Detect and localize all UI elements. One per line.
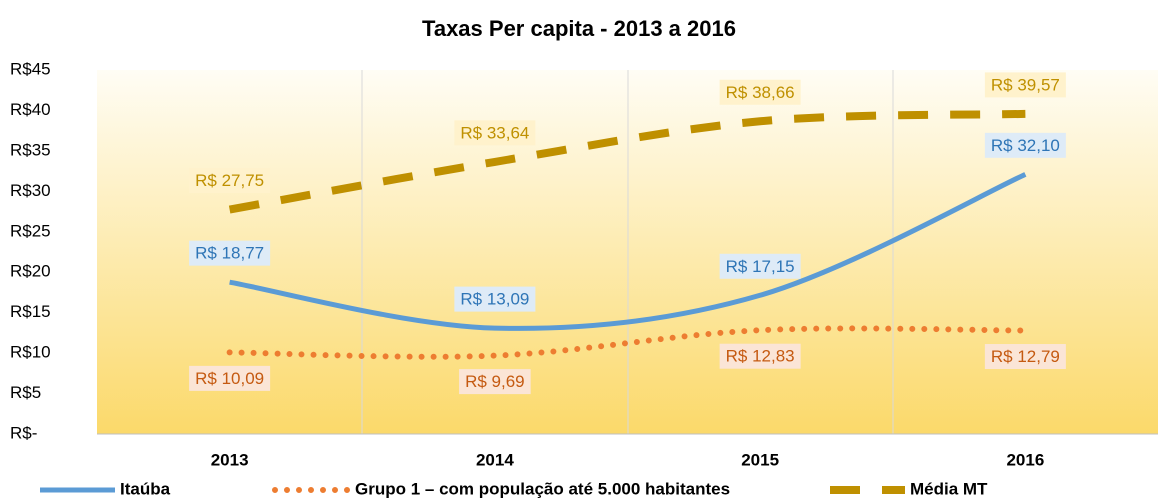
data-label-text: R$ 10,09 bbox=[195, 369, 264, 388]
data-label-bg bbox=[719, 343, 801, 369]
x-tick-label: 2015 bbox=[741, 450, 779, 469]
series-line bbox=[229, 172, 1027, 331]
data-label-text: R$ 32,10 bbox=[991, 136, 1060, 155]
data-label-text: R$ 27,75 bbox=[195, 171, 264, 190]
data-label-text: R$ 12,79 bbox=[991, 347, 1060, 366]
data-label: R$ 10,09 bbox=[189, 365, 271, 391]
data-label-bg bbox=[189, 168, 271, 194]
data-label-bg bbox=[984, 344, 1066, 370]
y-tick-label: R$30 bbox=[10, 181, 51, 200]
data-label: R$ 13,09 bbox=[454, 286, 536, 312]
x-tick-label: 2016 bbox=[1006, 450, 1044, 469]
x-tick-label: 2013 bbox=[211, 450, 249, 469]
data-label-bg bbox=[984, 132, 1066, 158]
data-label-text: R$ 13,09 bbox=[460, 290, 529, 309]
data-label: R$ 17,15 bbox=[719, 253, 801, 279]
chart-title: Taxas Per capita - 2013 a 2016 bbox=[422, 16, 736, 41]
y-tick-label: R$45 bbox=[10, 59, 51, 78]
legend-label: Itaúba bbox=[120, 479, 171, 498]
data-label-bg bbox=[719, 79, 801, 105]
data-label: R$ 38,66 bbox=[719, 79, 801, 105]
data-label: R$ 39,57 bbox=[984, 72, 1066, 98]
y-tick-label: R$20 bbox=[10, 262, 51, 281]
y-tick-label: R$15 bbox=[10, 302, 51, 321]
series-line bbox=[228, 109, 1026, 214]
data-label-text: R$ 38,66 bbox=[726, 83, 795, 102]
series-line bbox=[226, 325, 1029, 360]
data-label: R$ 12,83 bbox=[719, 343, 801, 369]
data-label-text: R$ 9,69 bbox=[465, 372, 525, 391]
data-label-text: R$ 18,77 bbox=[195, 244, 264, 263]
x-tick-label: 2014 bbox=[476, 450, 514, 469]
y-tick-label: R$5 bbox=[10, 383, 41, 402]
data-label-bg bbox=[984, 72, 1066, 98]
legend-label: Grupo 1 – com população até 5.000 habita… bbox=[355, 479, 730, 498]
data-label-bg bbox=[454, 286, 536, 312]
data-label-text: R$ 17,15 bbox=[726, 257, 795, 276]
category-dividers bbox=[361, 70, 894, 434]
data-label-bg bbox=[459, 369, 531, 395]
y-tick-label: R$- bbox=[10, 423, 37, 442]
data-label: R$ 12,79 bbox=[984, 344, 1066, 370]
data-label-bg bbox=[454, 120, 536, 146]
y-tick-label: R$25 bbox=[10, 221, 51, 240]
data-label: R$ 9,69 bbox=[459, 369, 531, 395]
y-tick-label: R$40 bbox=[10, 100, 51, 119]
data-label-bg bbox=[719, 253, 801, 279]
y-tick-label: R$35 bbox=[10, 140, 51, 159]
data-label: R$ 18,77 bbox=[189, 240, 271, 266]
data-label-text: R$ 33,64 bbox=[460, 123, 529, 142]
data-label-text: R$ 12,83 bbox=[726, 347, 795, 366]
y-tick-label: R$10 bbox=[10, 343, 51, 362]
data-label-text: R$ 39,57 bbox=[991, 75, 1060, 94]
data-label-bg bbox=[189, 365, 271, 391]
data-label: R$ 32,10 bbox=[984, 132, 1066, 158]
data-label: R$ 27,75 bbox=[189, 168, 271, 194]
data-label-bg bbox=[189, 240, 271, 266]
legend-label: Média MT bbox=[910, 479, 988, 498]
data-label: R$ 33,64 bbox=[454, 120, 536, 146]
